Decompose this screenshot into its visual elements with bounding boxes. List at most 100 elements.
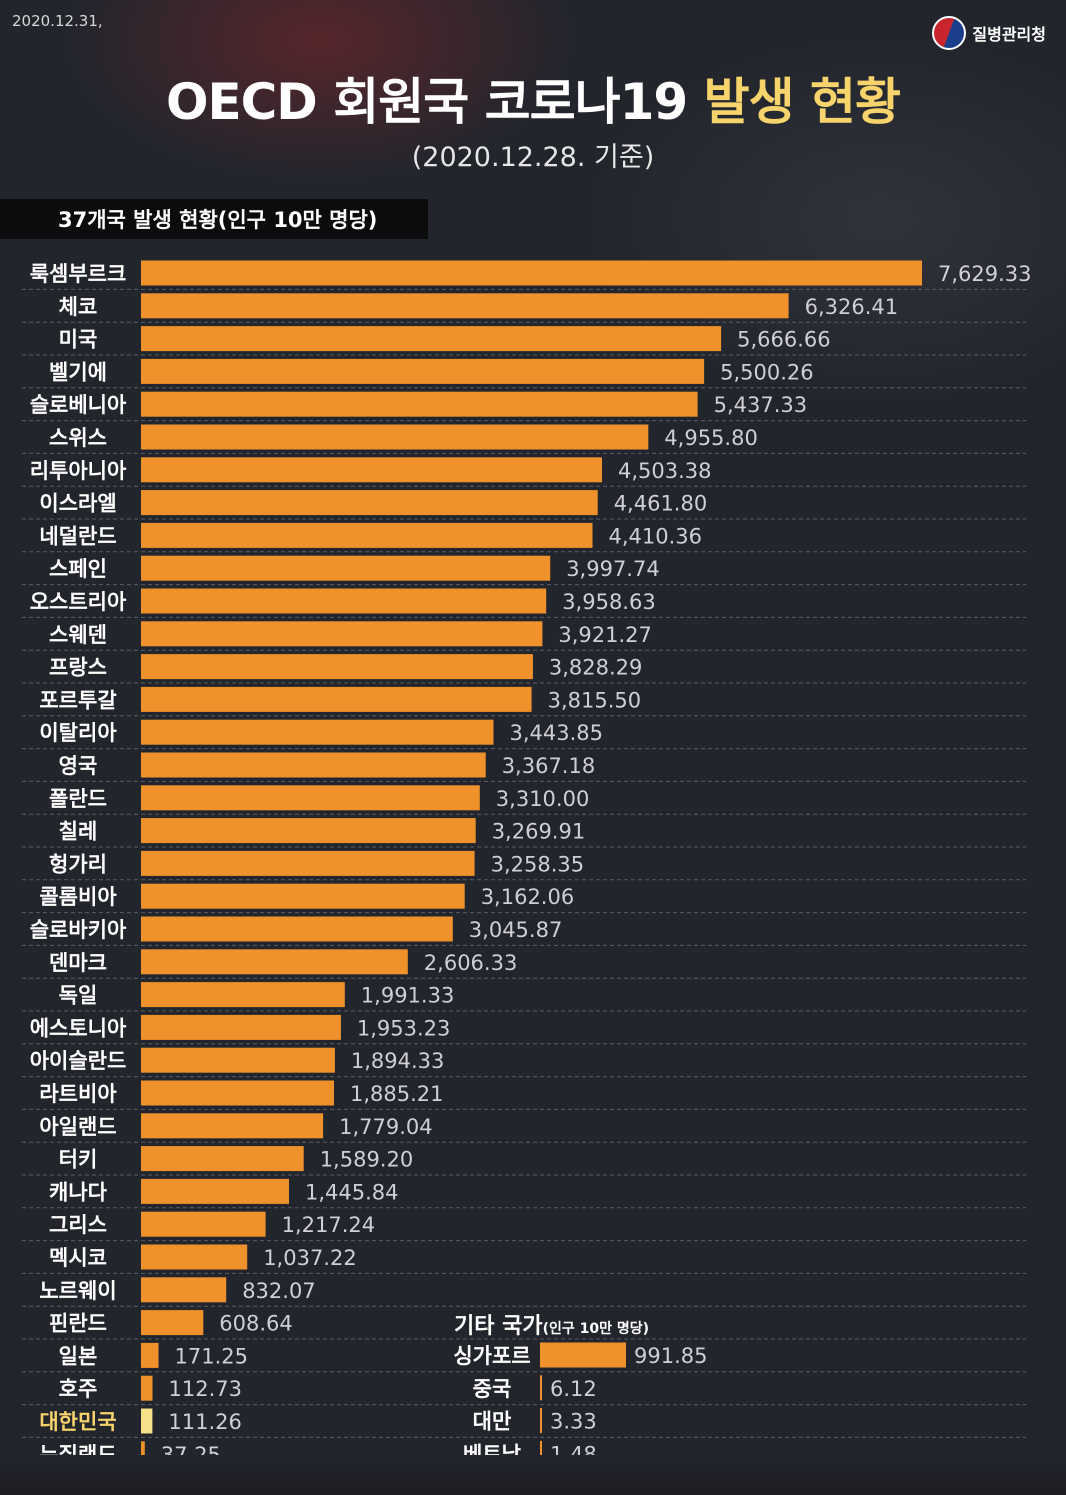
bar	[141, 621, 543, 647]
category-label: 덴마크	[49, 951, 107, 975]
value-label: 3,310.00	[496, 787, 590, 811]
value-label: 6,326.41	[805, 295, 899, 319]
bar	[141, 1441, 145, 1467]
other-countries-title: 기타 국가(인구 10만 명당)	[454, 1308, 649, 1340]
value-label: 7,629.33	[938, 262, 1032, 286]
value-label: 2,606.33	[424, 951, 518, 975]
bar	[141, 850, 475, 876]
agency-name: 질병관리청	[972, 25, 1046, 44]
publish-date: 2020.12.31,	[12, 12, 103, 30]
value-label: 5,666.66	[737, 328, 831, 352]
value-label: 608.64	[219, 1312, 292, 1336]
bar	[141, 457, 602, 483]
bottom-fade	[0, 1455, 1066, 1495]
other-category-label: 대만	[473, 1410, 512, 1434]
value-label: 1,037.22	[263, 1246, 357, 1270]
category-label: 폴란드	[49, 787, 107, 811]
category-label: 프랑스	[49, 656, 107, 680]
category-label: 콜롬비아	[39, 885, 117, 909]
value-label: 5,500.26	[720, 360, 814, 384]
category-label: 노르웨이	[39, 1279, 116, 1303]
taegeuk-logo-icon	[932, 16, 967, 50]
category-label: 아이슬란드	[30, 1049, 127, 1073]
category-label: 영국	[59, 754, 98, 778]
bar	[141, 916, 453, 942]
value-label: 1,779.04	[339, 1115, 433, 1139]
category-label: 오스트리아	[30, 590, 127, 614]
bar	[141, 883, 465, 909]
value-label: 1,953.23	[357, 1016, 451, 1040]
other-title-main: 기타 국가	[454, 1314, 543, 1339]
other-bar	[540, 1342, 626, 1368]
bar	[141, 424, 649, 450]
value-label: 4,955.80	[664, 426, 758, 450]
value-label: 3,815.50	[548, 688, 642, 712]
category-label: 대한민국	[39, 1410, 116, 1434]
bar	[141, 358, 705, 384]
category-label: 룩셈부르크	[30, 262, 127, 286]
value-label: 3,258.35	[491, 852, 585, 876]
category-label: 이스라엘	[39, 492, 116, 516]
value-label: 3,958.63	[562, 590, 656, 614]
value-label: 4,503.38	[618, 459, 712, 483]
value-label: 112.73	[169, 1377, 242, 1401]
value-label: 5,437.33	[714, 393, 808, 417]
bar	[141, 818, 476, 844]
value-label: 3,367.18	[502, 754, 596, 778]
other-bar	[540, 1440, 542, 1466]
other-bar	[540, 1408, 542, 1434]
category-label: 아일랜드	[39, 1115, 116, 1139]
category-label: 리투아니아	[30, 459, 127, 483]
value-label: 1,894.33	[351, 1049, 445, 1073]
category-label: 체코	[59, 295, 98, 319]
bar	[141, 1310, 204, 1336]
bar	[141, 719, 494, 745]
other-value-label: 991.85	[634, 1344, 707, 1368]
other-category-label: 싱가포르	[453, 1344, 530, 1368]
bar	[141, 1408, 153, 1434]
value-label: 1,445.84	[305, 1180, 399, 1204]
bar	[141, 752, 486, 778]
category-label: 에스토니아	[30, 1016, 127, 1040]
bar	[141, 949, 408, 975]
category-label: 라트비아	[39, 1082, 117, 1106]
bar	[141, 654, 533, 680]
value-label: 3,997.74	[566, 557, 660, 581]
category-label: 호주	[59, 1377, 98, 1401]
bar	[141, 293, 789, 319]
value-label: 832.07	[242, 1279, 315, 1303]
bar	[141, 1244, 248, 1270]
bar	[141, 588, 547, 614]
chart-label: 37개국 발생 현황(인구 10만 명당)	[58, 208, 378, 232]
chart-label-box: 37개국 발생 현황(인구 10만 명당)	[0, 199, 428, 239]
category-label: 독일	[59, 984, 98, 1008]
category-label: 스웨덴	[49, 623, 107, 647]
bar	[141, 785, 480, 811]
value-label: 3,045.87	[469, 918, 563, 942]
other-title-unit: (인구 10만 명당)	[542, 1321, 650, 1337]
value-label: 1,217.24	[282, 1213, 376, 1237]
title-highlight: 발생 현황	[703, 73, 901, 131]
category-label: 터키	[59, 1148, 98, 1172]
bar	[141, 391, 698, 417]
bar	[141, 326, 722, 352]
bar	[141, 1014, 341, 1040]
value-label: 1,589.20	[320, 1148, 414, 1172]
value-label: 3,921.27	[558, 623, 652, 647]
value-label: 171.25	[175, 1344, 248, 1368]
bar	[141, 522, 593, 548]
bar	[141, 1080, 334, 1106]
category-label: 슬로베니아	[30, 393, 127, 417]
other-value-label: 6.12	[550, 1377, 597, 1401]
bar	[141, 1211, 266, 1237]
category-label: 그리스	[49, 1213, 107, 1237]
value-label: 1,991.33	[361, 984, 455, 1008]
value-label: 4,410.36	[609, 524, 703, 548]
page-title: OECD 회원국 코로나19 발생 현황	[0, 62, 1066, 134]
category-label: 핀란드	[49, 1312, 107, 1336]
bar	[141, 1178, 289, 1204]
bar	[141, 1047, 335, 1073]
category-label: 헝가리	[49, 852, 107, 876]
bar	[141, 1277, 227, 1303]
